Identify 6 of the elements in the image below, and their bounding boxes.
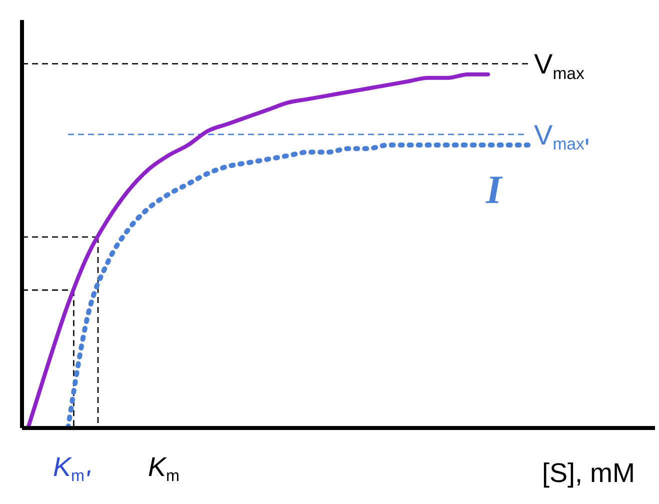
- ref-line-label: V$_{max}$: [534, 48, 585, 83]
- x-axis-title: [S], mM: [542, 458, 635, 488]
- text: K$_{m}$: [148, 452, 180, 485]
- ref-line-label: V$_{max}$': [534, 119, 590, 164]
- text: K$_{m}$': [53, 452, 90, 495]
- annotation: I: [485, 167, 503, 212]
